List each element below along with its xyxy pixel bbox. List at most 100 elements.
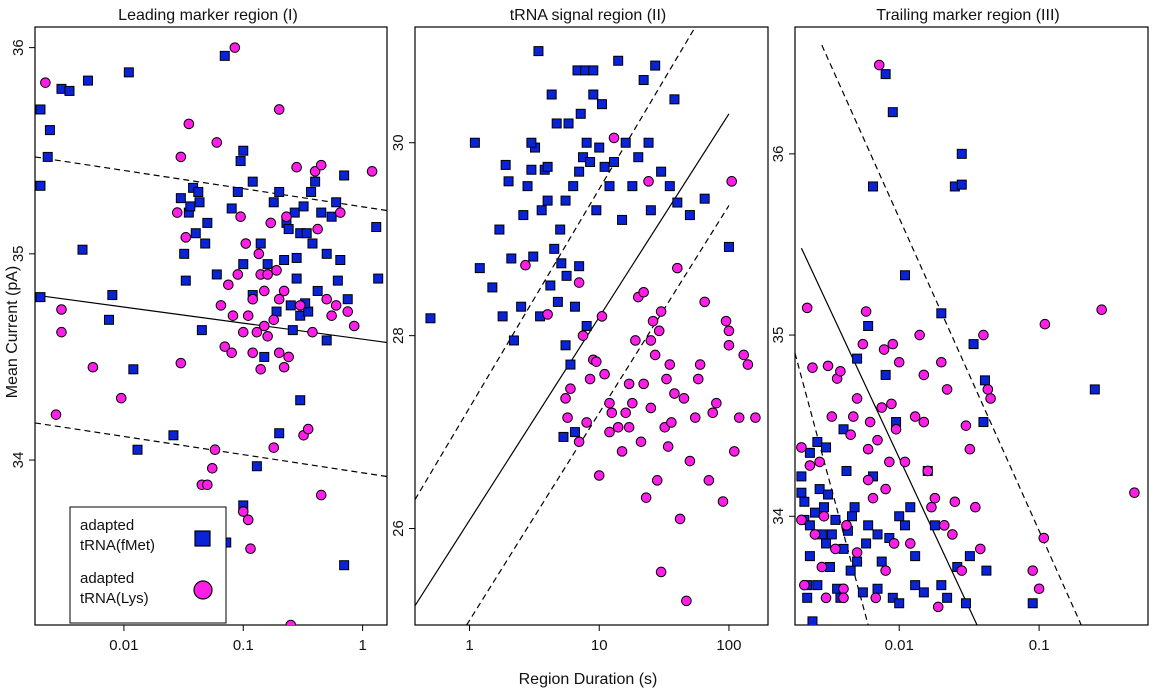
point-fmet xyxy=(558,431,569,442)
point-lys xyxy=(1096,304,1107,315)
point-fmet xyxy=(569,301,580,312)
point-lys xyxy=(985,393,996,404)
panel-trna: tRNA signal region (II) 1 10 100 26 28 30 xyxy=(390,7,769,654)
point-fmet xyxy=(804,551,815,562)
point-fmet xyxy=(905,502,916,513)
point-lys xyxy=(873,59,885,71)
point-fmet xyxy=(303,306,314,317)
point-fmet xyxy=(894,598,905,609)
point-fmet xyxy=(321,335,332,346)
point-fmet xyxy=(569,427,580,438)
point-lys xyxy=(635,436,647,448)
point-fmet xyxy=(575,108,586,119)
point-fmet xyxy=(82,75,93,86)
point-lys xyxy=(573,436,585,448)
point-lys xyxy=(258,285,270,297)
point-fmet xyxy=(306,186,317,197)
point-fmet xyxy=(549,243,560,254)
point-lys xyxy=(262,269,273,280)
point-lys xyxy=(215,300,227,311)
point-fmet xyxy=(617,214,628,225)
point-fmet xyxy=(561,270,572,281)
point-fmet xyxy=(821,538,832,549)
point-fmet xyxy=(802,592,813,603)
point-lys xyxy=(742,359,754,370)
point-fmet xyxy=(301,228,312,239)
point-fmet xyxy=(235,156,246,167)
point-lys xyxy=(918,416,930,428)
point-fmet xyxy=(180,275,191,286)
point-fmet xyxy=(863,520,874,531)
point-lys xyxy=(171,207,183,218)
bound-line-trailing xyxy=(821,44,1082,625)
fit-line-leading xyxy=(35,294,387,344)
point-fmet xyxy=(804,447,815,458)
point-fmet xyxy=(339,170,350,181)
point-fmet xyxy=(956,179,967,190)
point-lys xyxy=(591,356,602,367)
point-lys xyxy=(183,118,195,130)
point-lys xyxy=(312,223,323,235)
point-fmet xyxy=(339,560,350,571)
point-lys xyxy=(255,364,267,375)
point-fmet xyxy=(604,181,615,192)
point-lys xyxy=(726,176,737,187)
point-lys xyxy=(273,293,285,305)
point-lys xyxy=(851,393,863,404)
point-fmet xyxy=(568,181,579,192)
point-fmet xyxy=(645,205,656,216)
point-lys xyxy=(838,592,849,604)
point-lys xyxy=(520,259,531,271)
point-lys xyxy=(941,384,953,395)
point-fmet xyxy=(574,166,585,177)
point-fmet xyxy=(609,157,620,168)
point-fmet xyxy=(371,222,382,233)
point-lys xyxy=(262,331,273,342)
point-lys xyxy=(630,335,641,346)
point-lys xyxy=(206,462,218,474)
panel-trailing: Trailing marker region (III) 0.01 0.1 34 35… xyxy=(770,7,1149,654)
point-fmet xyxy=(274,186,285,197)
point-fmet xyxy=(960,598,971,609)
point-lys xyxy=(936,356,947,368)
point-lys xyxy=(684,455,696,467)
point-lys xyxy=(232,269,244,280)
point-lys xyxy=(711,397,722,409)
y-tick-label-leading: 34 xyxy=(10,452,27,469)
point-fmet xyxy=(956,148,967,159)
point-fmet xyxy=(981,565,992,576)
point-fmet xyxy=(526,164,537,175)
point-fmet xyxy=(876,556,887,567)
point-lys xyxy=(180,232,192,243)
point-lys xyxy=(285,619,297,625)
point-fmet xyxy=(542,195,553,206)
plot-area-leading: 0.01 0.1 1 34 35 36 xyxy=(10,26,388,654)
point-fmet xyxy=(627,181,638,192)
point-fmet xyxy=(918,587,929,598)
point-lys xyxy=(826,411,838,422)
point-lys xyxy=(247,293,259,305)
point-fmet xyxy=(968,339,979,350)
point-fmet xyxy=(964,551,975,562)
point-fmet xyxy=(274,428,285,439)
legend-square-marker xyxy=(194,530,211,547)
point-fmet xyxy=(500,159,511,170)
point-fmet xyxy=(887,592,898,603)
point-lys xyxy=(348,320,360,332)
point-lys xyxy=(818,510,830,522)
point-lys xyxy=(661,373,672,385)
point-lys xyxy=(669,388,680,399)
point-lys xyxy=(638,378,649,390)
point-lys xyxy=(838,583,849,595)
point-lys xyxy=(247,347,259,359)
point-lys xyxy=(830,543,841,555)
x-tick-label-trailing: 0.01 xyxy=(885,637,914,654)
legend-fmet-line2: tRNA(fMet) xyxy=(80,537,155,554)
point-lys xyxy=(271,265,282,276)
point-fmet xyxy=(796,487,807,498)
point-fmet xyxy=(620,137,631,148)
point-lys xyxy=(302,423,314,435)
point-fmet xyxy=(179,248,190,259)
point-lys xyxy=(904,538,916,549)
